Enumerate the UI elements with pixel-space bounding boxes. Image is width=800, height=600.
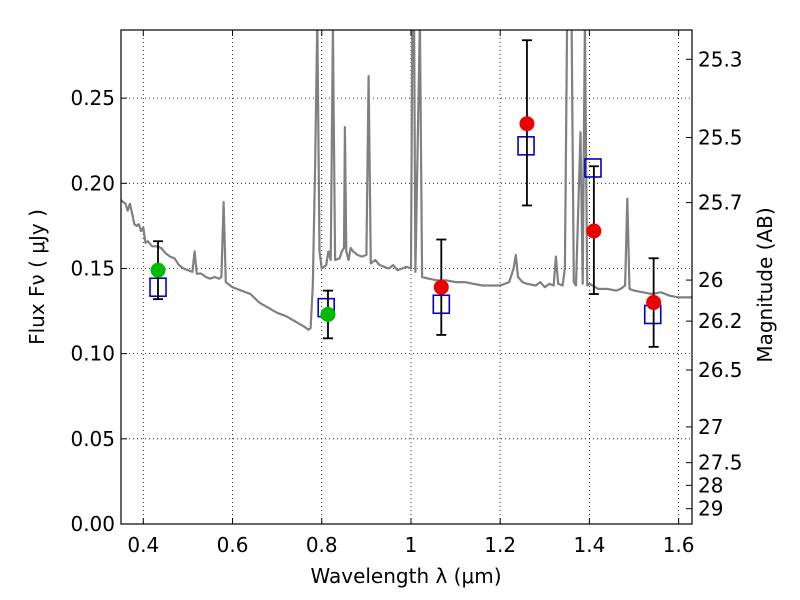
x-tick-label: 0.8 bbox=[306, 533, 338, 557]
y-axis-right-label: Magnitude (AB) bbox=[753, 207, 777, 362]
y-tick-label: 0.05 bbox=[70, 427, 115, 451]
observed-flux-point bbox=[646, 295, 662, 311]
mag-tick-label: 26.2 bbox=[698, 309, 743, 333]
mag-tick-label: 27 bbox=[698, 415, 723, 439]
y-axis-label: Flux Fν ( μJy ) bbox=[25, 209, 49, 345]
mag-tick-label: 28 bbox=[698, 473, 723, 497]
mag-tick-label: 25.7 bbox=[698, 191, 743, 215]
x-tick-label: 1.4 bbox=[573, 533, 605, 557]
y-tick-label: 0.25 bbox=[70, 86, 115, 110]
mag-tick-label: 25.3 bbox=[698, 47, 743, 71]
observed-flux-point bbox=[519, 116, 535, 132]
x-axis-label: Wavelength λ (μm) bbox=[310, 564, 501, 588]
y-tick-label: 0.20 bbox=[70, 171, 115, 195]
observed-flux-point bbox=[320, 306, 336, 322]
x-tick-label: 1.6 bbox=[663, 533, 695, 557]
mag-tick-label: 27.5 bbox=[698, 451, 743, 475]
mag-tick-label: 29 bbox=[698, 497, 723, 521]
plot-area bbox=[121, 30, 692, 348]
mag-tick-label: 26.5 bbox=[698, 358, 743, 382]
x-tick-label: 0.6 bbox=[217, 533, 249, 557]
plot-frame bbox=[120, 29, 693, 525]
x-tick-label: 0.4 bbox=[127, 533, 159, 557]
mag-tick-label: 26 bbox=[698, 268, 723, 292]
y-tick-label: 0.00 bbox=[70, 512, 115, 536]
observed-flux-point bbox=[586, 223, 602, 239]
y-tick-label: 0.10 bbox=[70, 342, 115, 366]
x-tick-label: 1.2 bbox=[484, 533, 516, 557]
x-tick-label: 1 bbox=[405, 533, 418, 557]
template-spectrum-line bbox=[121, 30, 692, 331]
observed-flux-point bbox=[150, 262, 166, 278]
axis-ticks: 0.4 0.6 0.8 1 1.2 1.4 1.6 0.00 0.05 0.10 0.15 0.20 0… bbox=[70, 30, 743, 557]
mag-tick-label: 25.5 bbox=[698, 125, 743, 149]
observed-flux-point bbox=[433, 279, 449, 295]
y-tick-label: 0.15 bbox=[70, 256, 115, 280]
